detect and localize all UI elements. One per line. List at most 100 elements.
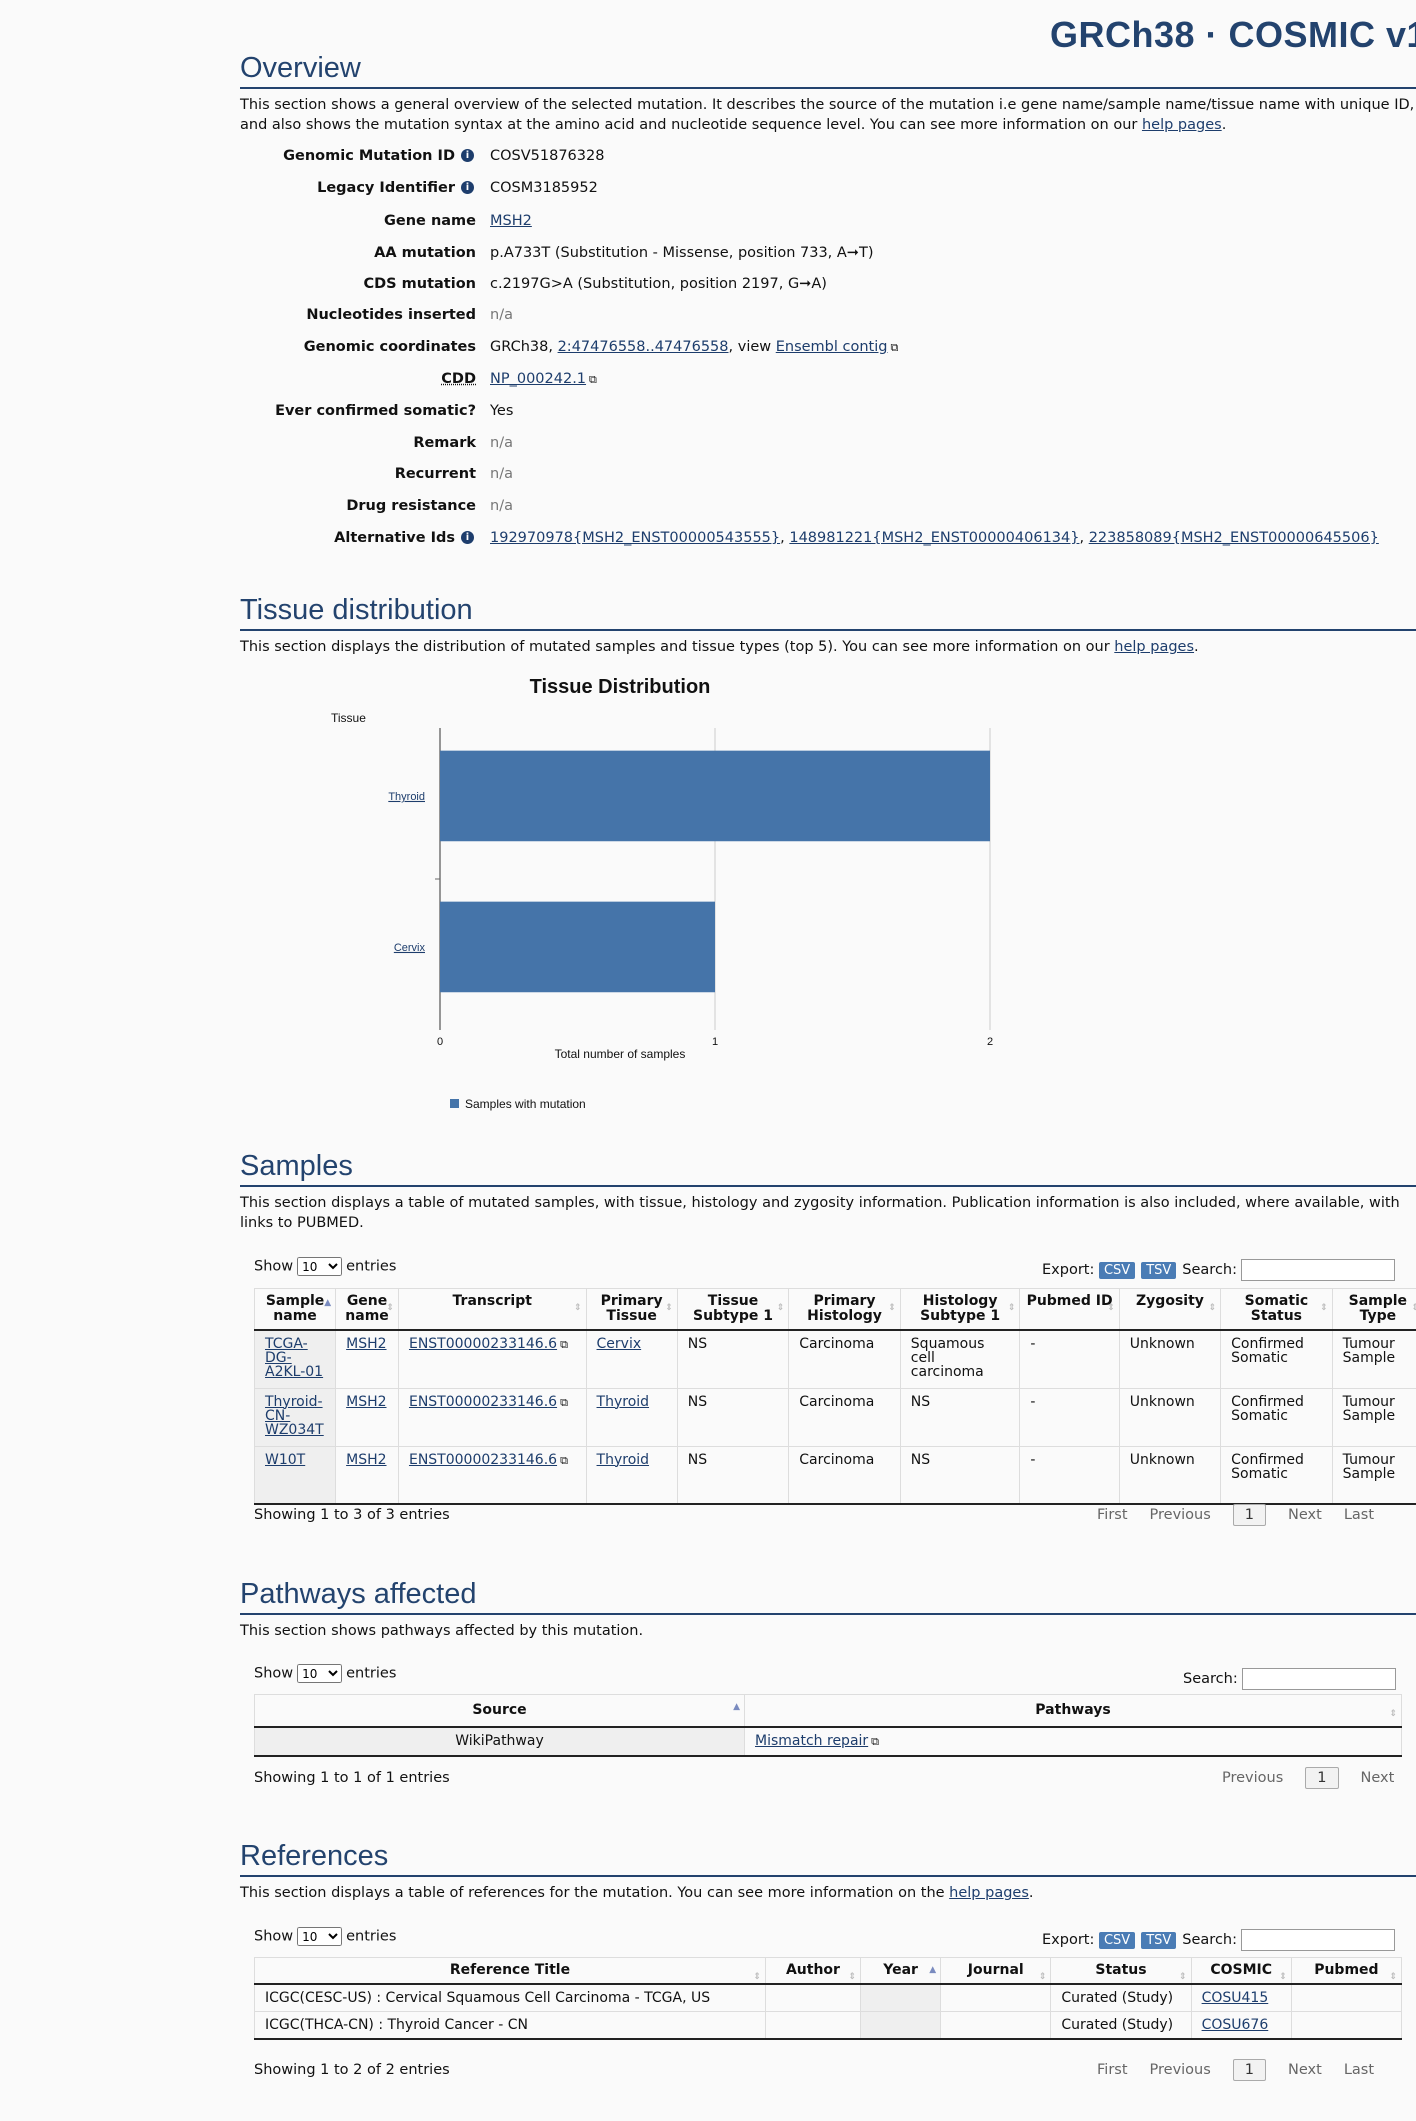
samples-search-input[interactable] [1241,1259,1395,1281]
primary-tissue-link[interactable]: Thyroid [596,1393,650,1410]
previous-page-button[interactable]: Previous [1149,1507,1211,1523]
help-pages-link[interactable]: help pages [1141,117,1222,133]
primary-tissue-link[interactable]: Cervix [596,1336,642,1352]
current-page-button[interactable]: 1 [1305,1767,1339,1789]
next-page-button[interactable]: Next [1288,1507,1322,1523]
col-header-author[interactable]: Author ⇕ [764,1957,861,1985]
col-header-zygosity[interactable]: Zygosity ⇕ [1118,1288,1221,1331]
sample-name-link[interactable]: W10T [265,1451,306,1468]
alt-id-link-2[interactable]: 148981221{MSH2_ENST00000406134} [789,530,1080,546]
export-tsv-button[interactable]: TSV [1141,1932,1177,1949]
export-tsv-button[interactable]: TSV [1141,1262,1177,1279]
table-cell: - [1019,1445,1120,1504]
col-header-sample-name[interactable]: Sample name ▲ [253,1288,336,1331]
sample-name-link[interactable]: Thyroid-CN-WZ034T [265,1393,324,1438]
sort-icon: ▲ [324,1298,332,1308]
info-icon[interactable]: i [461,531,474,544]
overview-description: This section shows a general overview of… [240,95,1416,135]
transcript-link[interactable]: ENST00000233146.6 [408,1393,558,1410]
search-label: Search: [1182,1262,1237,1278]
genomic-coords-link[interactable]: 2:47476558..47476558 [557,339,729,355]
row-gene-name: Gene name MSH2 [0,213,1416,237]
references-table: Reference Title ⇕ Author ⇕ Year ▲ Journal ⇕ Stat… [254,1957,1402,2040]
samples-entries-select[interactable]: 10 [297,1257,343,1276]
next-page-button[interactable]: Next [1288,2062,1322,2078]
pathways-search-input[interactable] [1241,1668,1396,1690]
info-icon[interactable]: i [461,181,474,194]
previous-page-button[interactable]: Previous [1149,2062,1211,2078]
current-page-button[interactable]: 1 [1232,1504,1267,1526]
samples-section: Samples This section displays a table of… [240,1150,1416,1233]
table-cell: Tumour Sample [1331,1445,1416,1504]
pathways-entries-select[interactable]: 10 [297,1664,343,1683]
alt-id-link-1[interactable]: 192970978{MSH2_ENST00000543555} [490,530,781,546]
col-header-somatic-status[interactable]: Somatic Status ⇕ [1220,1288,1333,1331]
gene-name-link[interactable]: MSH2 [346,1451,387,1468]
table-cell [1290,1983,1402,2012]
last-page-button[interactable]: Last [1343,1507,1375,1523]
y-tick-label-thyroid[interactable]: Thyroid [388,791,425,803]
gene-name-link[interactable]: MSH2 [346,1336,387,1352]
col-header-cosmic[interactable]: COSMIC ⇕ [1190,1957,1292,1985]
col-header-reference-title[interactable]: Reference Title ⇕ [254,1957,766,1985]
first-page-button[interactable]: First [1097,1507,1128,1523]
cdd-link[interactable]: NP_000242.1 [490,371,587,387]
col-header-primary-histology[interactable]: Primary Histology ⇕ [788,1288,901,1331]
transcript-link[interactable]: ENST00000233146.6 [408,1451,558,1468]
col-header-pubmed[interactable]: Pubmed ⇕ [1290,1957,1402,1985]
cosmic-study-link[interactable]: COSU415 [1201,1990,1269,2006]
col-header-histology-subtype-1[interactable]: Histology Subtype 1 ⇕ [899,1288,1020,1331]
col-header-journal[interactable]: Journal ⇕ [940,1957,1051,1985]
pathway-link[interactable]: Mismatch repair [755,1733,869,1749]
col-header-source[interactable]: Source ▲ [254,1694,745,1728]
col-header-gene-name[interactable]: Gene name ⇕ [335,1288,399,1331]
current-page-button[interactable]: 1 [1232,2059,1267,2081]
table-cell: Carcinoma [788,1387,901,1446]
gene-name-link[interactable]: MSH2 [346,1393,387,1410]
col-header-status[interactable]: Status ⇕ [1050,1957,1192,1985]
sample-name-link[interactable]: TCGA-DG-A2KL-01 [265,1336,324,1380]
col-header-year[interactable]: Year ▲ [860,1957,941,1985]
export-csv-button[interactable]: CSV [1098,1932,1136,1949]
help-pages-link[interactable]: help pages [1114,639,1195,655]
table-row: ICGC(CESC-US) : Cervical Squamous Cell C… [254,1983,1402,2012]
pathways-length-control: Show 10 entries [254,1664,396,1683]
previous-page-button[interactable]: Previous [1222,1770,1284,1786]
first-page-button[interactable]: First [1097,2062,1128,2078]
table-cell: NS [676,1329,789,1388]
references-entries-select[interactable]: 10 [297,1927,343,1946]
table-cell: - [1019,1329,1120,1388]
export-csv-button[interactable]: CSV [1098,1262,1136,1279]
references-search-input[interactable] [1241,1929,1395,1951]
ensembl-contig-link[interactable]: Ensembl contig [775,339,888,355]
col-header-primary-tissue[interactable]: Primary Tissue ⇕ [585,1288,678,1331]
external-link-icon: ⧉ [560,1395,568,1409]
cosmic-study-link[interactable]: COSU676 [1201,2017,1269,2033]
label-genomic-mutation-id: Genomic Mutation ID [283,148,455,164]
export-label: Export: [1042,1262,1095,1278]
col-header-pathways[interactable]: Pathways ⇕ [744,1694,1402,1728]
transcript-link[interactable]: ENST00000233146.6 [408,1336,558,1352]
table-cell: - [1019,1387,1120,1446]
sort-asc-icon: ▲ [733,1702,740,1712]
y-tick-label-cervix[interactable]: Cervix [394,942,426,954]
bar-cervix[interactable] [440,901,715,993]
col-header-sample-type[interactable]: Sample Type ⇕ [1331,1288,1416,1331]
table-row: Thyroid-CN-WZ034T MSH2 ENST00000233146.6 ⧉ T… [253,1387,1416,1446]
next-page-button[interactable]: Next [1360,1770,1395,1786]
primary-tissue-link[interactable]: Thyroid [596,1451,650,1468]
row-cds-mutation: CDS mutation c.2197G>A (Substitution, po… [0,276,1416,300]
col-header-transcript[interactable]: Transcript ⇕ [397,1288,587,1331]
genomic-coords-prefix: GRCh38, [490,339,558,355]
alt-id-link-3[interactable]: 223858089{MSH2_ENST00000645506} [1088,530,1379,546]
table-cell [860,1983,941,2012]
bar-thyroid[interactable] [440,750,990,842]
info-icon[interactable]: i [461,149,474,162]
col-header-pubmed-id[interactable]: Pubmed ID ⇕ [1019,1288,1120,1331]
gene-name-link[interactable]: MSH2 [490,213,532,229]
col-header-tissue-subtype-1[interactable]: Tissue Subtype 1 ⇕ [676,1288,789,1331]
help-pages-link[interactable]: help pages [949,1885,1029,1901]
show-label: Show [254,1665,294,1682]
row-remark: Remark n/a [0,435,1416,459]
last-page-button[interactable]: Last [1343,2062,1375,2078]
